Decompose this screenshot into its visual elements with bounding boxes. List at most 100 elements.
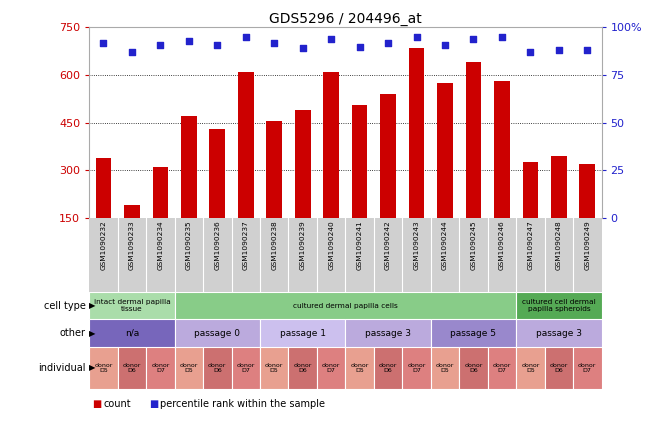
Bar (118, 347, 146, 389)
Point (411, 34, 422, 41)
Text: ▶: ▶ (89, 363, 95, 373)
Bar (96, 158, 111, 218)
Point (468, 36, 479, 42)
Text: passage 3: passage 3 (365, 329, 411, 338)
Text: GSM1090247: GSM1090247 (527, 220, 533, 270)
Point (155, 41, 166, 48)
Text: GSM1090232: GSM1090232 (100, 220, 106, 270)
Text: donor
D5: donor D5 (180, 363, 198, 374)
Text: donor
D5: donor D5 (436, 363, 454, 374)
Bar (203, 347, 231, 389)
Bar (181, 116, 197, 218)
Point (383, 39, 393, 46)
Point (184, 38, 194, 44)
Text: cell type: cell type (44, 301, 86, 310)
Point (212, 41, 223, 48)
Bar (260, 319, 345, 347)
Bar (380, 94, 396, 218)
Point (525, 49, 535, 56)
Text: passage 3: passage 3 (536, 329, 582, 338)
Bar (431, 347, 459, 389)
Bar (437, 83, 453, 218)
Point (440, 41, 450, 48)
Text: donor
D5: donor D5 (521, 363, 539, 374)
Bar (374, 347, 403, 389)
Text: GSM1090242: GSM1090242 (385, 220, 391, 270)
Text: GSM1090245: GSM1090245 (471, 220, 477, 270)
Bar (124, 205, 139, 218)
Bar (494, 81, 510, 218)
Text: donor
D6: donor D6 (464, 363, 483, 374)
Point (582, 47, 592, 54)
Text: passage 1: passage 1 (280, 329, 326, 338)
Text: GSM1090241: GSM1090241 (356, 220, 363, 270)
Bar (260, 347, 288, 389)
Text: donor
D7: donor D7 (322, 363, 340, 374)
Point (326, 36, 336, 42)
Point (297, 45, 308, 52)
Text: passage 0: passage 0 (194, 329, 241, 338)
Bar (238, 72, 254, 218)
Text: GSM1090243: GSM1090243 (414, 220, 420, 270)
Bar (288, 347, 317, 389)
Bar (465, 62, 481, 218)
Text: GSM1090246: GSM1090246 (499, 220, 505, 270)
Text: donor
D6: donor D6 (123, 363, 141, 374)
Text: donor
D5: donor D5 (350, 363, 369, 374)
Bar (403, 347, 431, 389)
Text: count: count (104, 399, 132, 409)
Text: donor
D6: donor D6 (550, 363, 568, 374)
Text: GSM1090244: GSM1090244 (442, 220, 448, 270)
Bar (523, 162, 538, 218)
Bar (146, 347, 175, 389)
Text: donor
D7: donor D7 (578, 363, 596, 374)
Bar (488, 347, 516, 389)
Text: GSM1090238: GSM1090238 (271, 220, 277, 270)
Bar (175, 347, 203, 389)
Point (496, 34, 507, 41)
Bar (317, 347, 345, 389)
Bar (295, 110, 311, 218)
Point (127, 49, 137, 56)
Bar (323, 72, 339, 218)
Text: other: other (60, 328, 86, 338)
Text: ■: ■ (149, 399, 158, 409)
Text: GSM1090237: GSM1090237 (243, 220, 249, 270)
Text: GSM1090234: GSM1090234 (157, 220, 163, 270)
Text: donor
D5: donor D5 (95, 363, 112, 374)
Text: percentile rank within the sample: percentile rank within the sample (160, 399, 325, 409)
Bar (175, 292, 516, 319)
Bar (153, 167, 168, 218)
Bar (551, 156, 566, 218)
Bar (210, 129, 225, 218)
Bar (580, 164, 595, 218)
Title: GDS5296 / 204496_at: GDS5296 / 204496_at (269, 12, 422, 27)
Bar (516, 347, 545, 389)
Bar (266, 121, 282, 218)
Bar (89, 292, 175, 319)
Text: donor
D6: donor D6 (208, 363, 227, 374)
Bar (573, 347, 602, 389)
Point (241, 34, 251, 41)
Text: GSM1090249: GSM1090249 (584, 220, 590, 270)
Text: donor
D6: donor D6 (293, 363, 312, 374)
Bar (345, 347, 374, 389)
Bar (231, 347, 260, 389)
Bar (459, 347, 488, 389)
Bar (89, 347, 118, 389)
Bar (408, 48, 424, 218)
Bar (516, 292, 602, 319)
Text: ▶: ▶ (89, 329, 95, 338)
Text: cultured dermal papilla cells: cultured dermal papilla cells (293, 302, 398, 309)
Text: ■: ■ (93, 399, 102, 409)
Text: GSM1090235: GSM1090235 (186, 220, 192, 270)
Text: GSM1090236: GSM1090236 (214, 220, 220, 270)
Text: cultured cell dermal
papilla spheroids: cultured cell dermal papilla spheroids (522, 299, 596, 312)
Bar (545, 347, 573, 389)
Text: donor
D7: donor D7 (151, 363, 170, 374)
Text: GSM1090240: GSM1090240 (328, 220, 334, 270)
Text: individual: individual (38, 363, 86, 373)
Bar (89, 319, 175, 347)
Point (269, 39, 280, 46)
Point (553, 47, 564, 54)
